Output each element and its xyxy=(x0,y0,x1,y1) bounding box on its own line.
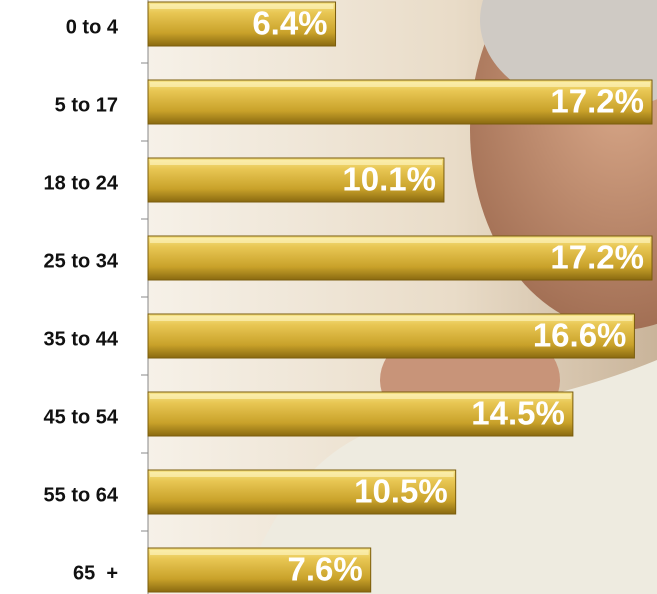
y-tick-label: 18 to 24 xyxy=(44,172,119,194)
value-label: 7.6% xyxy=(287,551,362,588)
y-tick-label: 0 to 4 xyxy=(66,16,119,38)
y-tick-label: 45 to 54 xyxy=(44,406,119,428)
chart: 0 to 4 6.4% 5 to 17 17.2% 18 to 24 10.1% 25 to… xyxy=(0,0,657,594)
value-label: 17.2% xyxy=(550,83,644,120)
value-label: 10.5% xyxy=(354,473,448,510)
y-tick-label: 25 to 34 xyxy=(44,250,119,272)
value-label: 16.6% xyxy=(533,317,627,354)
value-label: 10.1% xyxy=(342,161,436,198)
y-tick-label: 55 to 64 xyxy=(44,484,119,506)
y-tick-label: 35 to 44 xyxy=(44,328,119,350)
value-label: 17.2% xyxy=(550,239,644,276)
value-label: 6.4% xyxy=(252,5,327,42)
value-label: 14.5% xyxy=(471,395,565,432)
y-tick-label: 5 to 17 xyxy=(55,94,118,116)
y-tick-label: 65 + xyxy=(73,562,118,584)
